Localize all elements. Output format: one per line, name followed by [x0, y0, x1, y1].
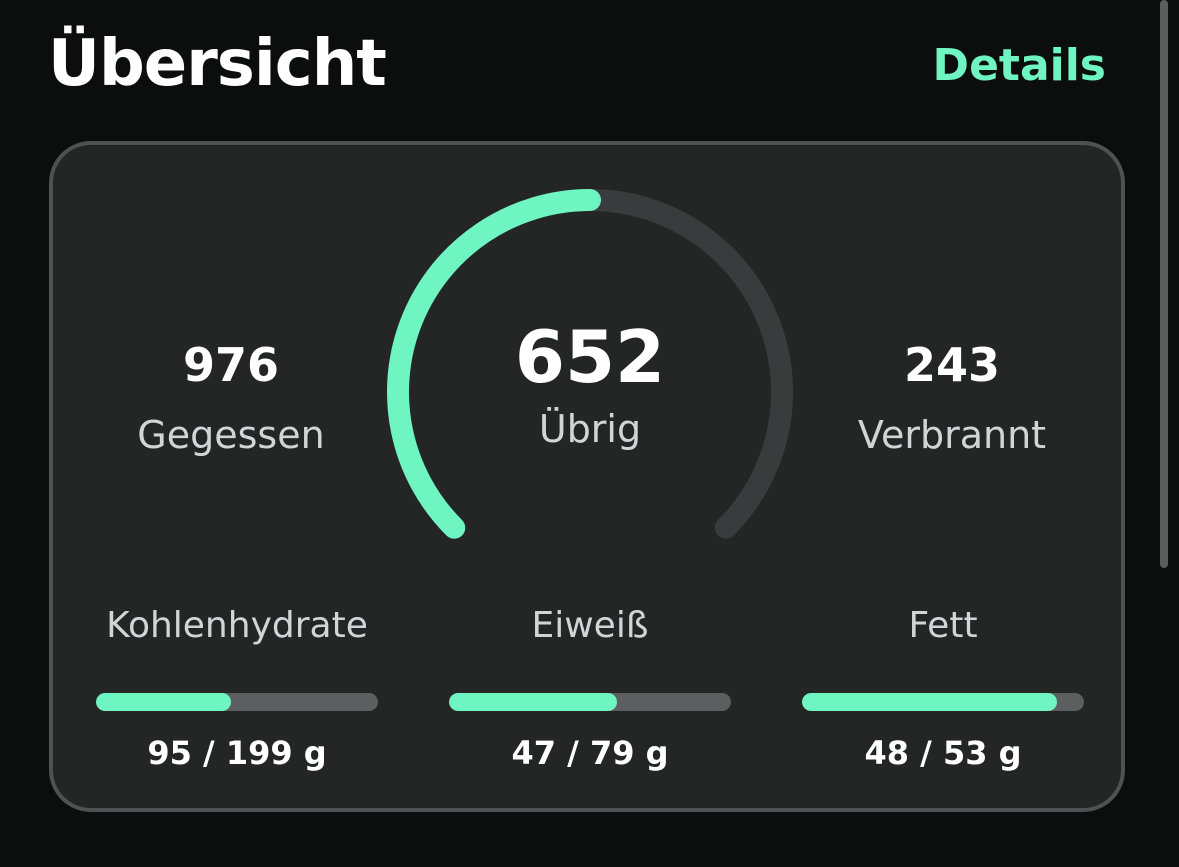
overview-card[interactable]: 976 Gegessen 652 Übrig 243 Verbrannt Koh…: [49, 141, 1125, 812]
macro-label: Eiweiß: [531, 605, 649, 646]
calorie-gauge: [387, 189, 793, 539]
macro-progress-fill: [449, 693, 617, 711]
page-title: Übersicht: [48, 27, 387, 101]
macro-value: 47 / 79 g: [511, 734, 669, 772]
remaining-stat: 652 Übrig: [440, 317, 740, 455]
scrollbar[interactable]: [1160, 0, 1168, 568]
burned-stat: 243 Verbrannt: [802, 335, 1102, 461]
eaten-stat: 976 Gegessen: [81, 335, 381, 461]
remaining-label: Übrig: [538, 407, 642, 451]
eaten-label: Gegessen: [137, 413, 325, 457]
macro-label: Kohlenhydrate: [106, 605, 368, 646]
macro-progress-bar: [802, 693, 1084, 711]
macro-protein: Eiweiß 47 / 79 g: [449, 601, 731, 775]
macro-progress-fill: [802, 693, 1058, 711]
details-link[interactable]: Details: [932, 40, 1106, 91]
macro-progress-bar: [96, 693, 378, 711]
burned-label: Verbrannt: [857, 413, 1047, 457]
macro-value: 48 / 53 g: [864, 734, 1022, 772]
macro-value: 95 / 199 g: [147, 734, 327, 772]
macro-label: Fett: [908, 605, 978, 646]
macro-fat: Fett 48 / 53 g: [802, 601, 1084, 775]
burned-value: 243: [903, 338, 1001, 392]
gauge-progress: [387, 189, 601, 539]
eaten-value: 976: [182, 338, 280, 392]
macro-progress-bar: [449, 693, 731, 711]
remaining-value: 652: [514, 315, 666, 399]
macro-progress-fill: [96, 693, 231, 711]
macro-carbs: Kohlenhydrate 95 / 199 g: [96, 601, 378, 775]
